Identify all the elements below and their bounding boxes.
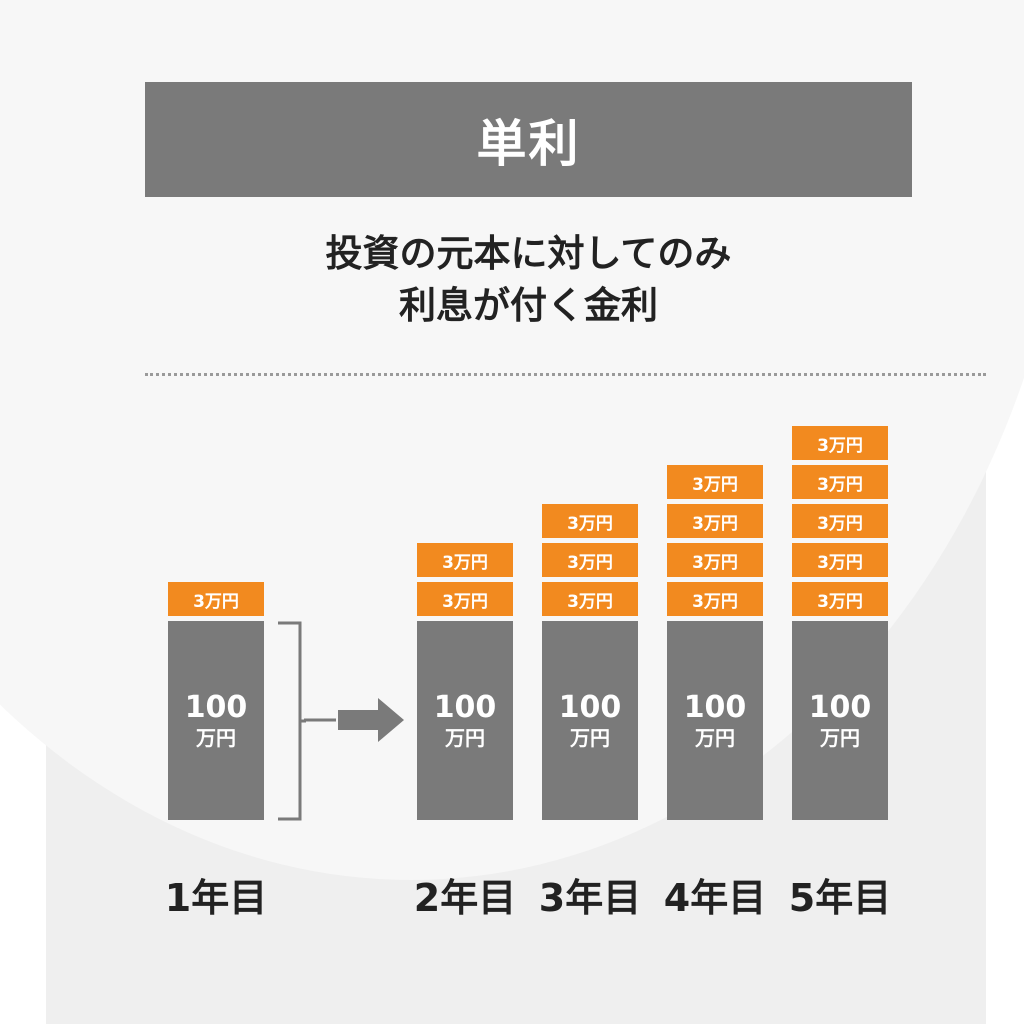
subtitle: 投資の元本に対してのみ 利息が付く金利: [145, 228, 912, 332]
interest-block: 3万円: [667, 465, 763, 499]
interest-block: 3万円: [792, 582, 888, 616]
year-label: 1年目: [164, 876, 268, 920]
principal-unit-label: 万円: [695, 725, 735, 750]
principal-bar: 100 万円: [667, 621, 763, 820]
interest-block: 3万円: [667, 582, 763, 616]
interest-block: 3万円: [667, 543, 763, 577]
interest-block: 3万円: [667, 504, 763, 538]
principal-bar: 100 万円: [542, 621, 638, 820]
interest-block: 3万円: [168, 582, 264, 616]
principal-amount-label: 100: [184, 689, 248, 725]
principal-bar: 100 万円: [792, 621, 888, 820]
year-label: 4年目: [663, 876, 767, 920]
principal-amount-label: 100: [808, 689, 872, 725]
principal-amount-label: 100: [433, 689, 497, 725]
subtitle-line-2: 利息が付く金利: [399, 284, 658, 327]
principal-unit-label: 万円: [196, 725, 236, 750]
year-label: 2年目: [413, 876, 517, 920]
interest-block: 3万円: [542, 504, 638, 538]
principal-bar: 100 万円: [417, 621, 513, 820]
interest-block: 3万円: [792, 543, 888, 577]
page-title: 単利: [476, 114, 581, 173]
subtitle-line-1: 投資の元本に対してのみ: [325, 232, 732, 275]
interest-block: 3万円: [792, 465, 888, 499]
principal-bar: 100 万円: [168, 621, 264, 820]
principal-unit-label: 万円: [570, 725, 610, 750]
arrow-right-icon: [304, 698, 404, 742]
principal-unit-label: 万円: [820, 725, 860, 750]
year-label: 5年目: [788, 876, 892, 920]
interest-block: 3万円: [542, 543, 638, 577]
interest-block: 3万円: [792, 426, 888, 460]
interest-block: 3万円: [417, 582, 513, 616]
principal-amount-label: 100: [683, 689, 747, 725]
interest-block: 3万円: [542, 582, 638, 616]
year-label: 3年目: [538, 876, 642, 920]
interest-block: 3万円: [792, 504, 888, 538]
title-bar: 単利: [145, 82, 912, 197]
principal-amount-label: 100: [558, 689, 622, 725]
dotted-divider: [145, 373, 986, 376]
interest-block: 3万円: [417, 543, 513, 577]
principal-unit-label: 万円: [445, 725, 485, 750]
